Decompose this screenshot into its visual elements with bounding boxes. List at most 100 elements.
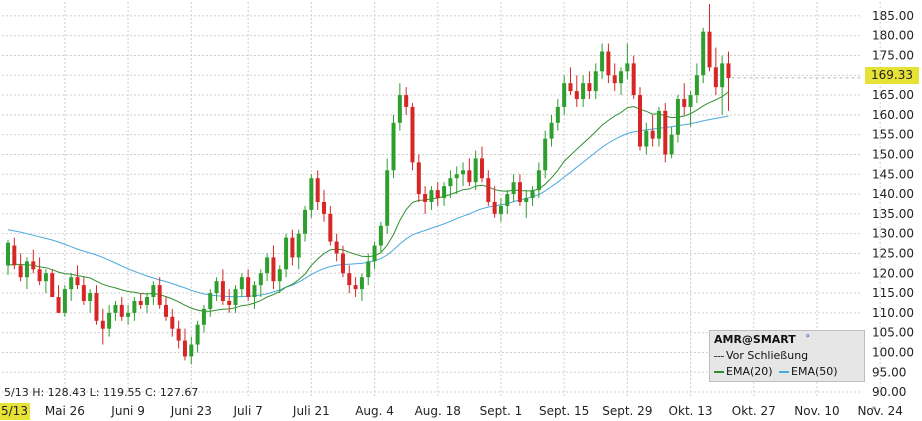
candle[interactable] xyxy=(69,273,74,301)
candle[interactable] xyxy=(271,245,276,290)
candle[interactable] xyxy=(568,67,573,96)
candle[interactable] xyxy=(726,51,731,111)
candle[interactable] xyxy=(429,186,434,210)
candle[interactable] xyxy=(631,55,636,100)
candle[interactable] xyxy=(593,63,598,100)
candle[interactable] xyxy=(638,87,642,151)
candle[interactable] xyxy=(574,75,579,107)
legend-item-close[interactable]: Vor Schließung xyxy=(714,349,808,362)
candle[interactable] xyxy=(334,233,339,262)
candle[interactable] xyxy=(492,186,497,218)
candle[interactable] xyxy=(505,190,510,214)
candle[interactable] xyxy=(315,170,320,210)
candle[interactable] xyxy=(284,233,289,278)
candle[interactable] xyxy=(43,269,48,294)
candle[interactable] xyxy=(612,63,617,92)
candle[interactable] xyxy=(713,47,718,96)
candle[interactable] xyxy=(6,239,10,275)
candle[interactable] xyxy=(132,297,137,321)
candle[interactable] xyxy=(663,102,668,163)
candle[interactable] xyxy=(113,300,118,321)
candle[interactable] xyxy=(536,162,541,199)
candle[interactable] xyxy=(625,43,630,80)
candle[interactable] xyxy=(549,114,554,147)
candle[interactable] xyxy=(486,170,491,206)
candle[interactable] xyxy=(682,83,687,115)
candle[interactable] xyxy=(397,83,402,131)
candle[interactable] xyxy=(340,245,345,278)
candle[interactable] xyxy=(303,205,308,242)
candle[interactable] xyxy=(720,55,725,115)
candle[interactable] xyxy=(416,154,421,202)
candle[interactable] xyxy=(119,297,124,321)
candle[interactable] xyxy=(239,273,244,298)
candle[interactable] xyxy=(100,308,105,345)
candle[interactable] xyxy=(511,174,516,202)
candle[interactable] xyxy=(195,320,200,353)
candle[interactable] xyxy=(353,277,358,298)
candle[interactable] xyxy=(454,166,459,195)
candle[interactable] xyxy=(517,174,522,206)
candle[interactable] xyxy=(385,158,390,234)
candle[interactable] xyxy=(56,285,61,313)
candle[interactable] xyxy=(372,241,377,270)
candle[interactable] xyxy=(543,130,548,179)
candle[interactable] xyxy=(480,146,484,183)
candle[interactable] xyxy=(606,43,611,84)
candle[interactable] xyxy=(448,170,453,199)
candle[interactable] xyxy=(461,162,466,187)
candle[interactable] xyxy=(467,158,472,187)
candle[interactable] xyxy=(94,285,99,325)
candle[interactable] xyxy=(688,91,693,127)
candle[interactable] xyxy=(214,277,219,301)
legend-pin-icon[interactable]: ⚬ xyxy=(804,332,812,342)
candle[interactable] xyxy=(347,265,352,294)
candle[interactable] xyxy=(694,63,699,103)
candle[interactable] xyxy=(498,198,503,222)
candle[interactable] xyxy=(328,205,333,246)
candle[interactable] xyxy=(208,289,213,317)
candle[interactable] xyxy=(290,229,295,266)
candle[interactable] xyxy=(145,293,150,313)
candle[interactable] xyxy=(220,269,225,305)
candle[interactable] xyxy=(378,221,383,254)
candle[interactable] xyxy=(12,237,17,270)
chart-legend[interactable]: AMR@SMART ⚬ Vor Schließung EMA(20) EMA(5… xyxy=(709,330,865,382)
candle[interactable] xyxy=(707,3,712,72)
candle[interactable] xyxy=(151,281,156,305)
legend-symbol[interactable]: AMR@SMART xyxy=(714,333,796,346)
candle[interactable] xyxy=(170,308,175,337)
candle[interactable] xyxy=(656,106,661,147)
candle[interactable] xyxy=(675,95,680,143)
candle[interactable] xyxy=(391,114,396,179)
candle[interactable] xyxy=(88,289,93,313)
candle[interactable] xyxy=(182,328,187,361)
candle[interactable] xyxy=(81,277,86,305)
candle[interactable] xyxy=(562,75,567,115)
candle[interactable] xyxy=(366,253,371,286)
candle[interactable] xyxy=(701,27,706,84)
candle[interactable] xyxy=(75,265,80,290)
candle[interactable] xyxy=(669,126,674,159)
candle[interactable] xyxy=(600,43,605,80)
candle[interactable] xyxy=(644,122,649,155)
candle[interactable] xyxy=(619,67,624,96)
legend-item-ema[interactable]: EMA(20) EMA(50) xyxy=(714,365,838,378)
candle[interactable] xyxy=(650,114,655,147)
candle[interactable] xyxy=(252,281,257,309)
candle[interactable] xyxy=(359,273,364,301)
candle[interactable] xyxy=(24,257,29,290)
candle[interactable] xyxy=(265,253,270,282)
candle[interactable] xyxy=(157,277,162,309)
candle[interactable] xyxy=(233,285,238,313)
candle[interactable] xyxy=(555,99,560,131)
candle[interactable] xyxy=(164,297,168,321)
candle[interactable] xyxy=(246,269,251,301)
candle[interactable] xyxy=(530,186,535,206)
candle[interactable] xyxy=(404,87,409,115)
candle[interactable] xyxy=(296,229,301,270)
candle[interactable] xyxy=(138,293,143,309)
candle[interactable] xyxy=(31,249,36,274)
candle[interactable] xyxy=(524,190,529,218)
